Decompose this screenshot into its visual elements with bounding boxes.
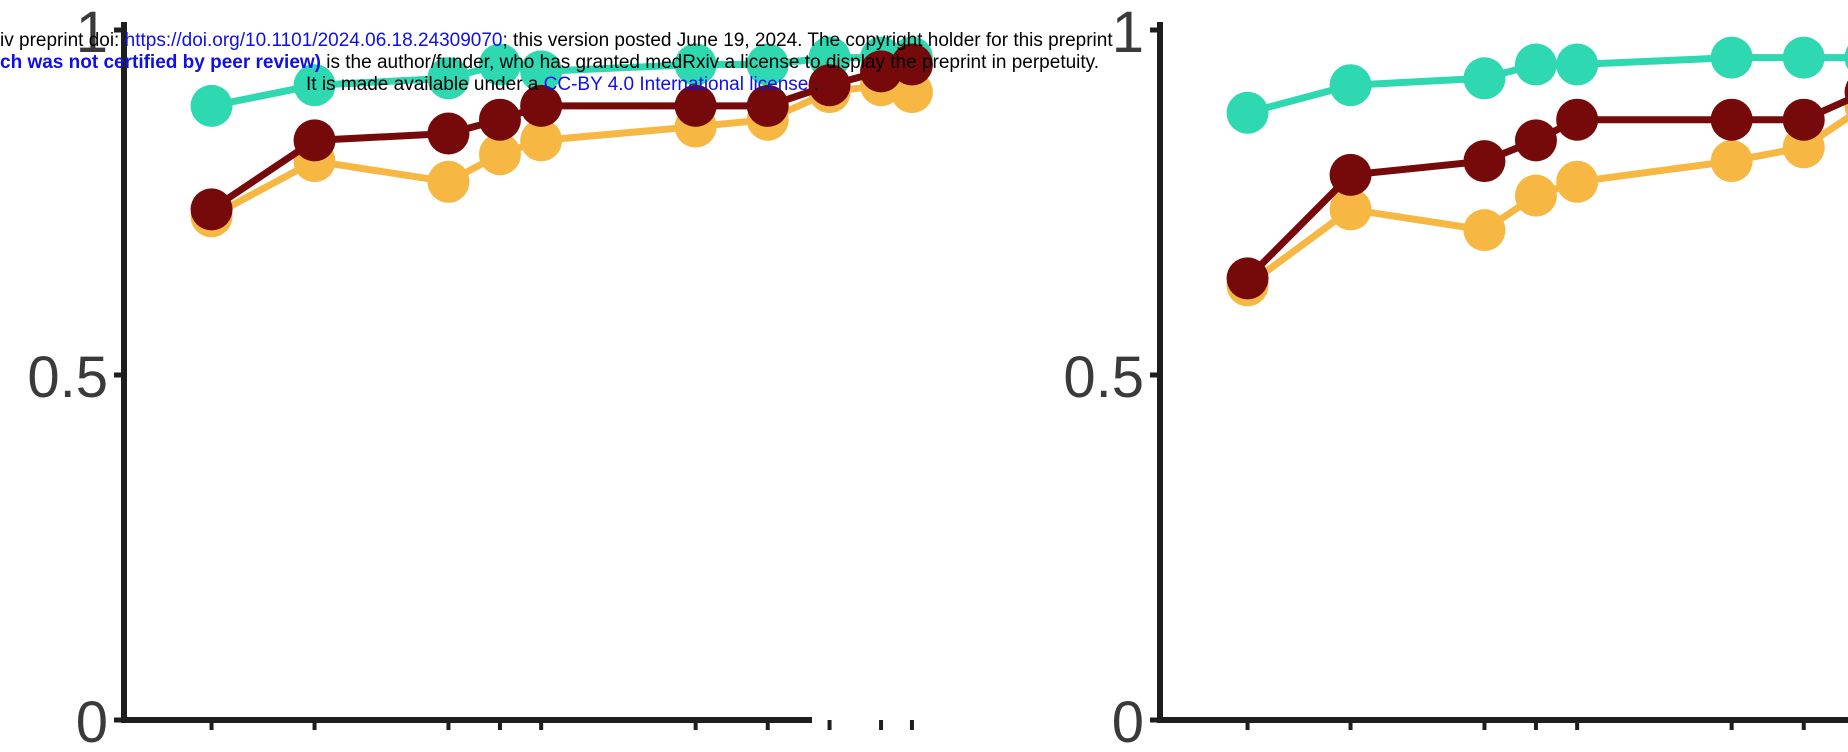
data-point [1463,57,1506,100]
y-tick-label: 1 [76,0,108,65]
peer-review-notice: ch was not certified by peer review) [0,52,321,73]
data-point [1329,153,1372,196]
license-link[interactable]: CC-BY 4.0 International license [543,74,809,95]
series-line [209,61,913,213]
data-point [1710,140,1753,183]
data-point [1329,188,1372,231]
data-point [427,112,470,155]
preprint-notice-line-3: It is made available under a CC-BY 4.0 I… [306,74,1606,95]
series-line [1245,96,1848,281]
data-point [1710,98,1753,141]
data-point [746,84,789,127]
chart-panel-2: 00.51 [1063,0,1848,752]
data-point [478,133,521,176]
notice-text: iv preprint doi: [0,30,125,51]
data-point [1329,64,1372,107]
data-point [427,160,470,203]
data-point [190,84,233,127]
data-point [520,84,563,127]
chart-panel-1: 00.51 [27,0,933,752]
data-point [1514,43,1557,86]
data-point [746,43,789,86]
data-point [293,64,336,107]
preprint-notice-line-1: iv preprint doi: https://doi.org/10.1101… [0,30,1300,51]
data-point [1556,98,1599,141]
data-point [674,43,717,86]
data-point [1514,119,1557,162]
data-point [1226,91,1269,134]
data-point [520,119,563,162]
preprint-notice-line-2: ch was not certified by peer review) is … [0,52,1300,73]
notice-text: It is made available under a [306,74,544,95]
data-point [808,64,851,107]
data-point [1556,43,1599,86]
series-line [209,81,913,220]
notice-text: . [808,74,819,95]
data-point [1514,174,1557,217]
data-point [1782,98,1825,141]
data-point [520,50,563,93]
series-line [210,54,912,110]
data-point [478,98,521,141]
series-orange [1226,94,1848,307]
y-tick-label: 0.5 [1063,345,1144,410]
data-point [1782,36,1825,79]
y-tick-label: 0 [76,690,108,752]
notice-text: is the author/funder, who has granted me… [321,52,1100,73]
data-point [1844,80,1848,104]
data-point [1463,209,1506,252]
series-dark_red [1226,80,1848,300]
data-point [293,119,336,162]
series-line [1245,113,1848,289]
data-point [478,43,521,86]
data-point [890,43,933,86]
y-tick-label: 0.5 [27,345,108,410]
series-teal [1226,36,1848,134]
series-line [1246,54,1848,117]
series-dark_red [190,43,933,231]
data-point [1710,36,1753,79]
data-point [427,57,470,100]
y-tick-label: 0 [1112,690,1144,752]
doi-link[interactable]: https://doi.org/10.1101/2024.06.18.24309… [124,30,503,51]
data-point [674,84,717,127]
data-point [190,188,233,231]
data-point [1463,140,1506,183]
data-point [1556,160,1599,203]
data-point [1844,46,1848,70]
notice-text: ; this version posted June 19, 2024. The… [502,30,1113,51]
y-tick-label: 1 [1112,0,1144,65]
data-point [1226,257,1269,300]
